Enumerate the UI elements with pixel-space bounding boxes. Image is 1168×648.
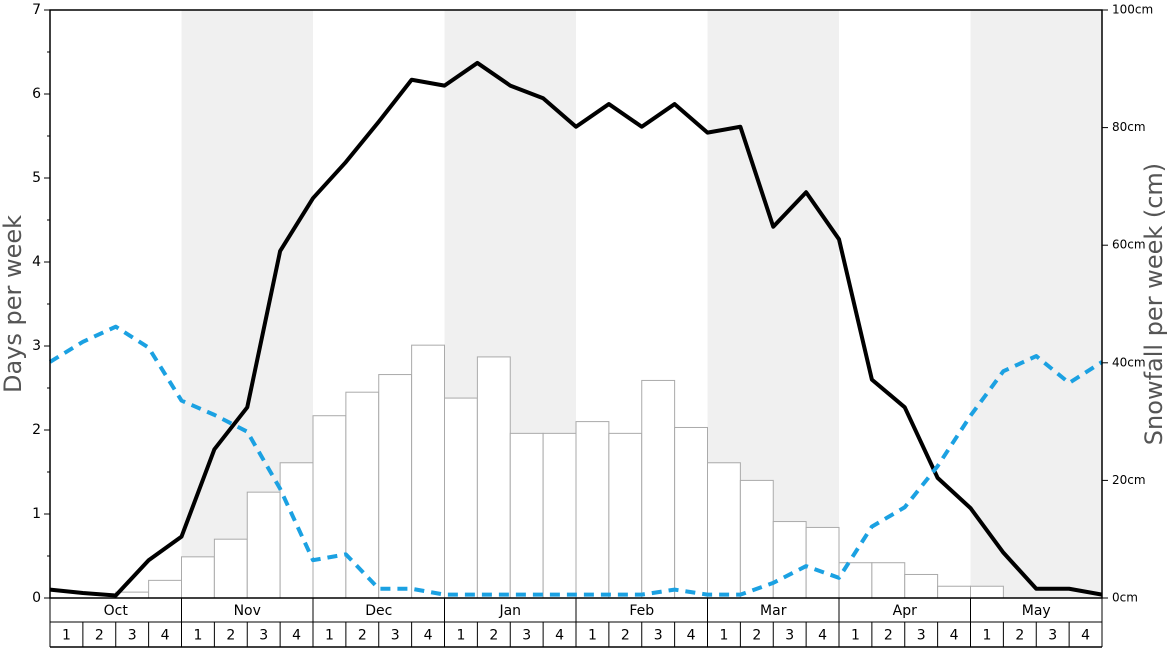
month-label: Feb [629, 603, 654, 619]
bar [181, 556, 215, 599]
week-label: 3 [1048, 628, 1057, 644]
week-label: 1 [456, 628, 465, 644]
y2-tick-label: 0cm [1112, 591, 1138, 605]
y-tick-label: 4 [32, 254, 41, 270]
week-label: 2 [621, 628, 630, 644]
bar [772, 521, 807, 599]
week-label: 1 [982, 628, 991, 644]
y-tick-label: 0 [32, 590, 41, 606]
month-label: Oct [104, 603, 129, 619]
month-shade [970, 10, 1102, 598]
y-tick-label: 6 [32, 86, 41, 102]
week-label: 4 [818, 628, 827, 644]
y-tick-label: 7 [32, 2, 41, 18]
bar [444, 397, 478, 599]
bar [805, 526, 840, 599]
week-label: 1 [325, 628, 334, 644]
week-label: 3 [785, 628, 794, 644]
bar [970, 585, 1004, 599]
week-label: 4 [555, 628, 564, 644]
line [48, 324, 1104, 597]
y-tick-label: 2 [32, 422, 41, 438]
week-label: 3 [654, 628, 663, 644]
bar [575, 421, 610, 599]
week-label: 2 [752, 628, 761, 644]
bar [148, 579, 182, 599]
week-label: 4 [161, 628, 170, 644]
line [49, 60, 1103, 598]
week-label: 4 [292, 628, 301, 644]
week-label: 2 [358, 628, 367, 644]
bar [345, 391, 380, 599]
bar [608, 432, 643, 599]
week-label: 2 [226, 628, 235, 644]
bar [871, 562, 906, 599]
week-label: 2 [489, 628, 498, 644]
bar [476, 356, 511, 599]
y-tick-label: 3 [32, 338, 41, 354]
bar [739, 479, 774, 599]
y2-tick-label: 40cm [1112, 355, 1146, 369]
bar [937, 585, 971, 599]
bar [312, 415, 347, 599]
week-label: 4 [424, 628, 433, 644]
bar [707, 462, 741, 599]
week-label: 1 [851, 628, 860, 644]
week-label: 3 [522, 628, 531, 644]
week-label: 4 [687, 628, 696, 644]
week-label: 1 [193, 628, 202, 644]
week-label: 3 [391, 628, 400, 644]
bar [246, 491, 281, 599]
bar [378, 374, 413, 599]
month-label: Dec [365, 603, 392, 619]
y-tick-label: 5 [32, 170, 41, 186]
bar [542, 432, 577, 599]
bar [674, 426, 708, 599]
week-label: 4 [950, 628, 959, 644]
month-label: Apr [893, 603, 917, 619]
y-axis-label: Days per week [0, 215, 27, 393]
week-label: 1 [588, 628, 597, 644]
month-label: Mar [760, 603, 787, 619]
week-label: 3 [259, 628, 268, 644]
week-label: 1 [62, 628, 71, 644]
bar [641, 379, 676, 599]
month-label: Jan [498, 603, 521, 619]
month-label: Nov [234, 603, 261, 619]
y2-tick-label: 20cm [1112, 473, 1146, 487]
week-label: 2 [1015, 628, 1024, 644]
week-label: 1 [719, 628, 728, 644]
y2-tick-label: 100cm [1112, 3, 1153, 17]
week-label: 3 [128, 628, 137, 644]
y2-tick-label: 80cm [1112, 120, 1146, 134]
week-label: 2 [884, 628, 893, 644]
y2-axis-label: Snowfall per week (cm) [1140, 163, 1168, 445]
bar [279, 462, 314, 599]
bar [509, 432, 544, 599]
y2-tick-label: 60cm [1112, 238, 1146, 252]
bar [411, 344, 445, 599]
month-label: May [1022, 603, 1051, 619]
bar [904, 573, 939, 599]
week-label: 3 [917, 628, 926, 644]
week-label: 4 [1081, 628, 1090, 644]
week-label: 2 [95, 628, 104, 644]
bar [213, 538, 248, 599]
y-tick-label: 1 [32, 506, 41, 522]
